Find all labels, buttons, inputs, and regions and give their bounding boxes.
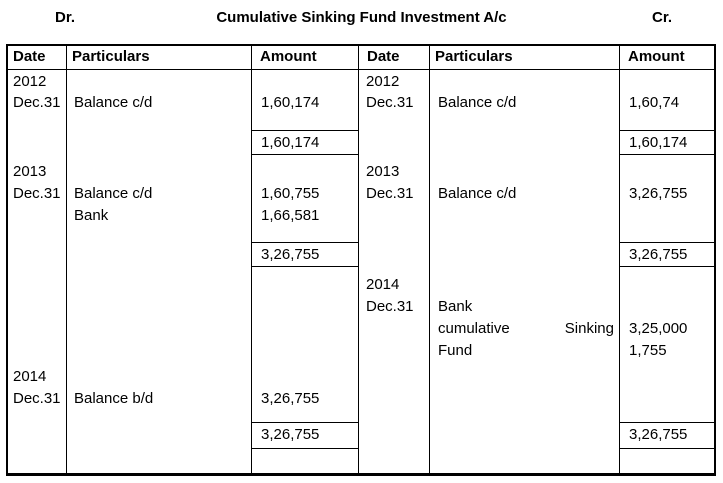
cr-2012-total-box: 1,60,174 — [620, 130, 714, 155]
cr-date-column: Date 2012 Dec.31 2013 Dec.31 2014 Dec.31 — [359, 46, 430, 473]
cr-2014-amount-line3: 1,755 — [629, 342, 667, 359]
cr-2013-particulars: Balance c/d — [438, 185, 517, 202]
dr-amount-body: 1,60,174 1,60,174 1,60,755 1,66,581 3,26… — [252, 70, 358, 473]
dr-2013-year: 2013 — [13, 163, 47, 180]
cr-2013-total-box: 3,26,755 — [620, 242, 714, 267]
dr-2014-particulars: Balance b/d — [74, 390, 154, 407]
cr-2014-particulars-line2a: cumulative — [438, 320, 510, 337]
cr-2014-particulars-line2: cumulative Sinking — [438, 319, 614, 338]
cr-2013-total: 3,26,755 — [629, 246, 688, 263]
dr-2014-date: Dec.31 — [13, 390, 61, 407]
ledger-table: Date 2012 Dec.31 2013 Dec.31 2014 Dec.31… — [6, 44, 716, 476]
cr-2013-amount: 3,26,755 — [629, 185, 688, 202]
cr-2013-year: 2013 — [366, 163, 400, 180]
cr-2014-particulars-line1: Bank — [438, 298, 473, 315]
cr-2014-year: 2014 — [366, 276, 400, 293]
account-title: Cumulative Sinking Fund Investment A/c — [216, 9, 507, 26]
dr-particulars-header: Particulars — [67, 46, 251, 70]
cr-2012-total: 1,60,174 — [629, 134, 688, 151]
cr-label: Cr. — [652, 9, 673, 26]
dr-2014-total: 3,26,755 — [261, 426, 320, 443]
dr-date-column: Date 2012 Dec.31 2013 Dec.31 2014 Dec.31 — [8, 46, 67, 473]
dr-2013-amount-2: 1,66,581 — [261, 207, 320, 224]
cr-2012-particulars: Balance c/d — [438, 94, 517, 111]
dr-particulars-body: Balance c/d Balance c/d Bank Balance b/d — [67, 70, 251, 473]
cr-amount-column: Amount 1,60,74 1,60,174 3,26,755 3,26,75… — [620, 46, 714, 473]
cr-amount-header: Amount — [620, 46, 714, 70]
cr-2014-particulars-line2b: Sinking — [564, 320, 614, 337]
cr-amount-body: 1,60,74 1,60,174 3,26,755 3,26,755 3,25,… — [620, 70, 714, 473]
cr-2012-amount: 1,60,74 — [629, 94, 680, 111]
dr-2012-year: 2012 — [13, 73, 47, 90]
dr-2014-amount: 3,26,755 — [261, 390, 320, 407]
account-caption: Dr. Cumulative Sinking Fund Investment A… — [0, 0, 723, 44]
cr-particulars-header: Particulars — [430, 46, 619, 70]
dr-date-header: Date — [8, 46, 66, 70]
cr-2014-total: 3,26,755 — [629, 426, 688, 443]
cr-particulars-column: Particulars Balance c/d Balance c/d Bank… — [430, 46, 620, 473]
dr-2013-total-box: 3,26,755 — [252, 242, 358, 267]
dr-2013-date: Dec.31 — [13, 185, 61, 202]
dr-amount-header: Amount — [252, 46, 358, 70]
dr-2012-total-box: 1,60,174 — [252, 130, 358, 155]
dr-2014-total-box: 3,26,755 — [252, 422, 358, 449]
dr-2012-particulars: Balance c/d — [74, 94, 153, 111]
dr-2013-total: 3,26,755 — [261, 246, 320, 263]
cr-date-header: Date — [359, 46, 429, 70]
dr-2013-particulars-1: Balance c/d — [74, 185, 153, 202]
dr-date-body: 2012 Dec.31 2013 Dec.31 2014 Dec.31 — [8, 70, 66, 473]
dr-2013-amount-1: 1,60,755 — [261, 185, 320, 202]
cr-date-body: 2012 Dec.31 2013 Dec.31 2014 Dec.31 — [359, 70, 429, 473]
dr-label: Dr. — [55, 9, 76, 26]
dr-amount-column: Amount 1,60,174 1,60,174 1,60,755 1,66,5… — [252, 46, 359, 473]
cr-2012-year: 2012 — [366, 73, 400, 90]
dr-2012-date: Dec.31 — [13, 94, 61, 111]
cr-2013-date: Dec.31 — [366, 185, 414, 202]
cr-2012-date: Dec.31 — [366, 94, 414, 111]
cr-particulars-body: Balance c/d Balance c/d Bank cumulative … — [430, 70, 619, 473]
dr-2012-amount: 1,60,174 — [261, 94, 320, 111]
dr-2013-particulars-2: Bank — [74, 207, 109, 224]
dr-2014-year: 2014 — [13, 368, 47, 385]
cr-2014-total-box: 3,26,755 — [620, 422, 714, 449]
dr-2012-total: 1,60,174 — [261, 134, 320, 151]
cr-2014-amount-line2: 3,25,000 — [629, 320, 688, 337]
cr-2014-date: Dec.31 — [366, 298, 414, 315]
cr-2014-particulars-line3: Fund — [438, 342, 473, 359]
dr-particulars-column: Particulars Balance c/d Balance c/d Bank… — [67, 46, 252, 473]
